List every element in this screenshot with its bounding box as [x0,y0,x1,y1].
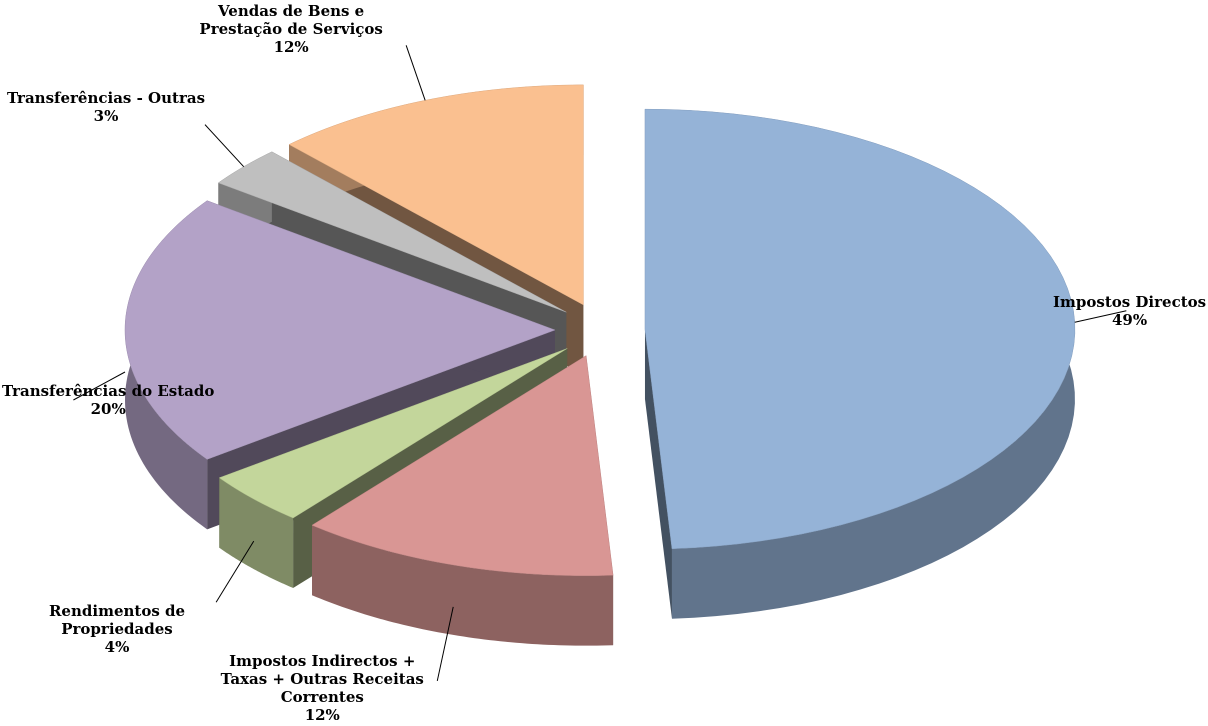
leader-line [215,540,255,603]
value-label: 12% [304,706,340,724]
leader-line [73,371,126,401]
category-label: Vendas de Bens e Prestação de Serviços [199,2,383,38]
leader-line [1074,310,1127,323]
category-label: Transferências - Outras [6,88,206,107]
leader-line [436,606,454,682]
slice-group [644,108,1076,619]
slice-label: Transferências - Outras 3% [7,89,205,125]
slice [124,200,556,460]
value-label: 12% [273,38,309,56]
leader-line [204,124,245,167]
slice-label: Impostos Indirectos + Taxas + Outras Rec… [207,652,437,724]
slice-label: Impostos Directos 49% [1053,293,1206,329]
slice [218,348,568,519]
slice-wall [219,477,294,588]
value-label: 4% [104,638,130,657]
value-label: 3% [93,106,119,125]
category-label: Impostos Directos [1053,292,1207,311]
category-label: Transferências do Estado [2,382,215,400]
slice-group [311,355,614,646]
slice [311,355,614,576]
leader-line [405,45,426,101]
value-label: 49% [1111,310,1148,329]
category-label: Rendimentos de Propriedades [48,602,186,639]
category-label: Impostos Indirectos + Taxas + Outras Rec… [220,652,424,706]
slice-side [644,329,672,619]
slice-label: Vendas de Bens e Prestação de Serviços 12… [176,2,406,56]
slice-label: Transferências do Estado 20% [2,382,214,418]
value-label: 20% [90,400,126,418]
slice-label: Rendimentos de Propriedades 4% [2,602,232,656]
slice-wall [312,525,614,646]
